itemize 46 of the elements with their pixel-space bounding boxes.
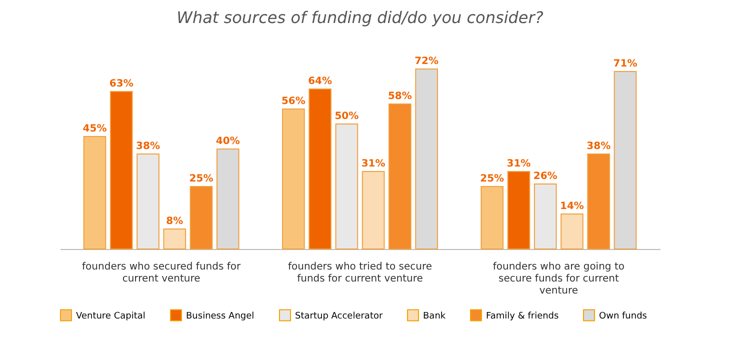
bar — [587, 154, 610, 250]
data-label: 14% — [560, 201, 584, 212]
data-label: 64% — [308, 76, 332, 87]
legend-label: Startup Accelerator — [295, 311, 383, 322]
bar — [83, 136, 106, 250]
bar — [415, 68, 438, 250]
legend-label: Bank — [423, 311, 446, 322]
bar — [110, 91, 133, 250]
legend-label: Business Angel — [186, 311, 254, 322]
data-label: 45% — [82, 124, 107, 134]
bar — [614, 71, 637, 250]
data-label: 26% — [533, 171, 558, 182]
data-label: 25% — [480, 174, 504, 184]
legend-label: Family & friends — [486, 311, 560, 322]
legend-label: Venture Capital — [76, 311, 146, 322]
data-label: 38% — [136, 141, 160, 152]
bar — [362, 171, 385, 250]
chart-title: What sources of funding did/do you consider? — [176, 8, 544, 27]
bar — [335, 124, 358, 250]
data-label: 72% — [414, 56, 439, 67]
data-label: 63% — [109, 78, 134, 90]
bar — [480, 186, 504, 250]
data-label: 31% — [361, 158, 386, 170]
bar — [136, 154, 160, 250]
bar — [163, 228, 186, 250]
data-label: 58% — [388, 91, 412, 102]
data-label: 31% — [506, 158, 531, 170]
data-label: 50% — [334, 111, 359, 122]
data-label: 40% — [216, 136, 240, 147]
data-label: 38% — [586, 141, 611, 152]
data-label: 56% — [281, 96, 306, 107]
x-tick-label: founders who secured funds for current venture — [82, 262, 242, 284]
legend-label: Own funds — [599, 311, 648, 322]
bar — [507, 171, 530, 250]
x-tick-label: founders who are going to secure funds for current venture — [492, 262, 624, 296]
bar — [216, 148, 240, 250]
bar — [560, 214, 584, 250]
bar — [282, 108, 305, 250]
x-tick-label: founders who tried to secure funds for current venture — [288, 262, 432, 284]
data-label: 25% — [189, 174, 214, 184]
bar — [308, 88, 332, 250]
bar — [534, 184, 557, 250]
bar — [190, 186, 213, 250]
data-label: 8% — [166, 216, 184, 227]
bar — [388, 104, 412, 250]
data-label: 71% — [613, 58, 638, 70]
